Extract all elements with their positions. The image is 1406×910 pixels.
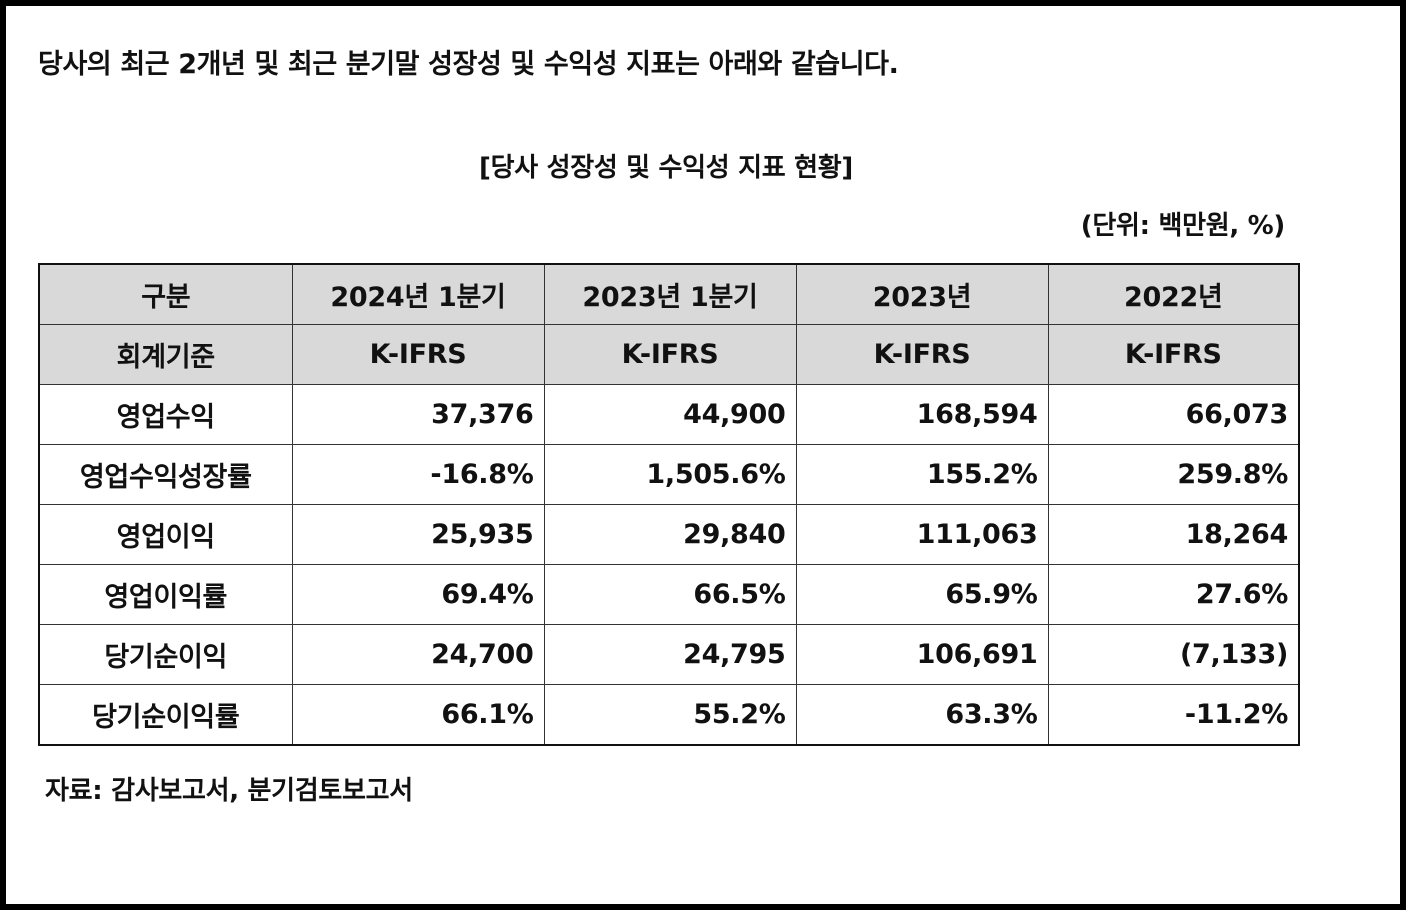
- value-cell: (7,133): [1047, 624, 1300, 685]
- table-row: 당기순이익률 66.1% 55.2% 63.3% -11.2%: [38, 684, 1300, 746]
- value-cell: -11.2%: [1047, 684, 1300, 746]
- value-cell: 66.5%: [543, 564, 797, 625]
- unit-label: (단위: 백만원, %): [1080, 211, 1286, 241]
- value-cell: 66,073: [1047, 384, 1300, 445]
- row-label: 영업이익률: [38, 564, 293, 625]
- value-cell: 63.3%: [795, 684, 1049, 746]
- value-cell: 168,594: [795, 384, 1049, 445]
- standard-label: 회계기준: [38, 324, 293, 385]
- source-note: 자료: 감사보고서, 분기검토보고서: [45, 776, 413, 806]
- header-cell-2023: 2023년: [795, 263, 1049, 325]
- standard-cell: K-IFRS: [795, 324, 1049, 385]
- row-label: 당기순이익: [38, 624, 293, 685]
- row-label: 당기순이익률: [38, 684, 293, 746]
- row-label: 영업이익: [38, 504, 293, 565]
- value-cell: 1,505.6%: [543, 444, 797, 505]
- value-cell: 18,264: [1047, 504, 1300, 565]
- standard-cell: K-IFRS: [1047, 324, 1300, 385]
- table-row: 영업이익 25,935 29,840 111,063 18,264: [38, 504, 1300, 565]
- row-label: 영업수익성장률: [38, 444, 293, 505]
- table-row: 영업수익성장률 -16.8% 1,505.6% 155.2% 259.8%: [38, 444, 1300, 505]
- value-cell: 25,935: [291, 504, 545, 565]
- value-cell: 29,840: [543, 504, 797, 565]
- value-cell: 24,795: [543, 624, 797, 685]
- intro-text: 당사의 최근 2개년 및 최근 분기말 성장성 및 수익성 지표는 아래와 같습…: [38, 49, 899, 80]
- value-cell: 24,700: [291, 624, 545, 685]
- value-cell: 44,900: [543, 384, 797, 445]
- value-cell: 259.8%: [1047, 444, 1300, 505]
- value-cell: -16.8%: [291, 444, 545, 505]
- table-header-row: 구분 2024년 1분기 2023년 1분기 2023년 2022년: [38, 263, 1300, 325]
- value-cell: 66.1%: [291, 684, 545, 746]
- value-cell: 55.2%: [543, 684, 797, 746]
- header-cell-2022: 2022년: [1047, 263, 1300, 325]
- table-row: 영업수익 37,376 44,900 168,594 66,073: [38, 384, 1300, 445]
- table-title: [당사 성장성 및 수익성 지표 현황]: [479, 153, 853, 183]
- header-cell-category: 구분: [38, 263, 293, 325]
- value-cell: 69.4%: [291, 564, 545, 625]
- standard-cell: K-IFRS: [291, 324, 545, 385]
- standard-cell: K-IFRS: [543, 324, 797, 385]
- row-label: 영업수익: [38, 384, 293, 445]
- indicator-table: 구분 2024년 1분기 2023년 1분기 2023년 2022년 회계기준 …: [38, 263, 1300, 746]
- header-cell-2024q1: 2024년 1분기: [291, 263, 545, 325]
- table-row: 당기순이익 24,700 24,795 106,691 (7,133): [38, 624, 1300, 685]
- value-cell: 37,376: [291, 384, 545, 445]
- value-cell: 65.9%: [795, 564, 1049, 625]
- header-cell-2023q1: 2023년 1분기: [543, 263, 797, 325]
- table-row: 영업이익률 69.4% 66.5% 65.9% 27.6%: [38, 564, 1300, 625]
- value-cell: 111,063: [795, 504, 1049, 565]
- value-cell: 106,691: [795, 624, 1049, 685]
- table-standard-row: 회계기준 K-IFRS K-IFRS K-IFRS K-IFRS: [38, 324, 1300, 385]
- value-cell: 155.2%: [795, 444, 1049, 505]
- value-cell: 27.6%: [1047, 564, 1300, 625]
